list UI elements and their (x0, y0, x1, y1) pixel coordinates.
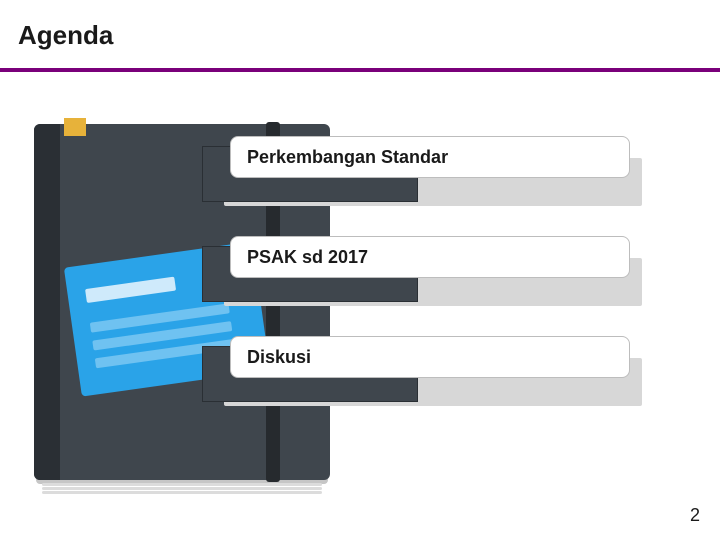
slide-root: Agenda Perkembangan Standar PSAK s (0, 0, 720, 540)
agenda-pill: Perkembangan Standar (230, 136, 630, 178)
agenda-pill: Diskusi (230, 336, 630, 378)
title-divider (0, 68, 720, 72)
page-title: Agenda (18, 20, 113, 51)
agenda-item: PSAK sd 2017 (202, 236, 652, 314)
notebook-spine (34, 124, 60, 480)
agenda-label: Diskusi (247, 347, 311, 368)
agenda-item: Diskusi (202, 336, 652, 414)
agenda-item: Perkembangan Standar (202, 136, 652, 214)
agenda-pill: PSAK sd 2017 (230, 236, 630, 278)
agenda-label: PSAK sd 2017 (247, 247, 368, 268)
card-line (85, 277, 176, 303)
page-number: 2 (690, 505, 700, 526)
agenda-label: Perkembangan Standar (247, 147, 448, 168)
page-edges (42, 480, 322, 494)
bookmark-icon (64, 118, 86, 136)
